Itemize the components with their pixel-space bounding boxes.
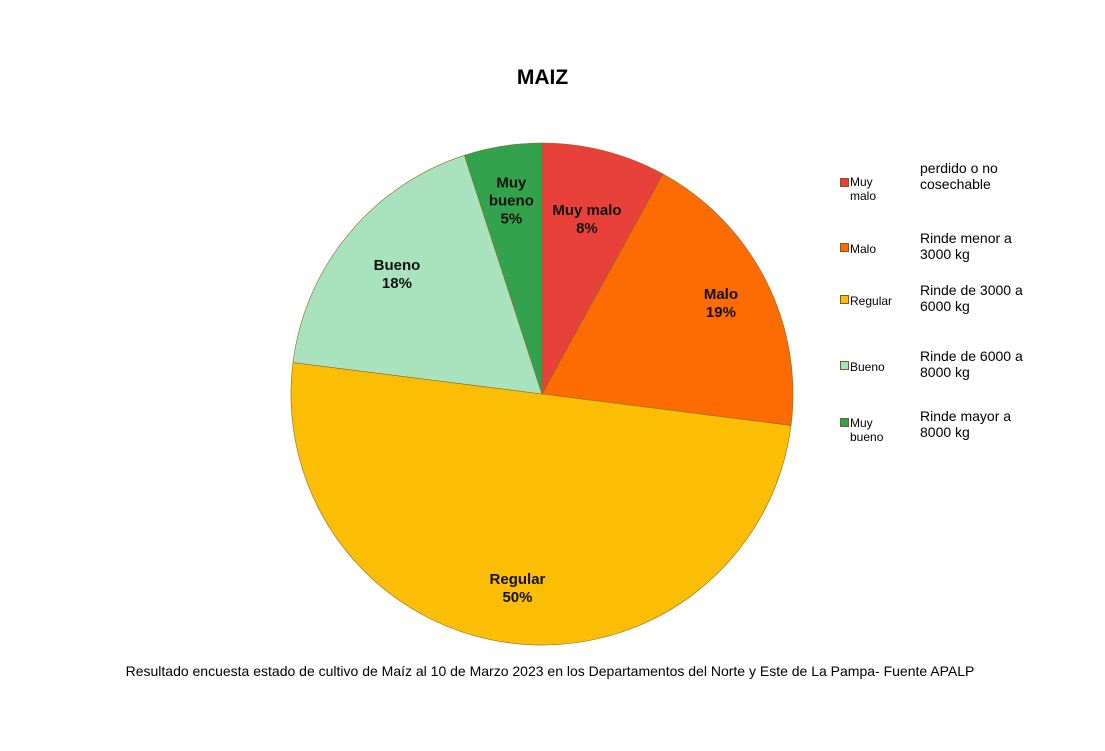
legend-name: Muy bueno xyxy=(850,416,884,444)
legend-description: Rinde mayor a 8000 kg xyxy=(920,408,1012,440)
pie-slice-malo xyxy=(541,173,794,426)
slice-label-regular: Regular 50% xyxy=(490,571,546,606)
legend-description: Rinde menor a 3000 kg xyxy=(920,230,1012,262)
legend-description: perdido o no cosechable xyxy=(920,160,998,192)
footnote: Resultado encuesta estado de cultivo de … xyxy=(125,663,975,679)
pie-slice-bueno xyxy=(292,154,543,395)
pie-slice-muy-bueno xyxy=(464,142,543,395)
pie-slice-muy-malo xyxy=(541,142,664,395)
legend-description: Rinde de 6000 a 8000 kg xyxy=(920,348,1023,380)
legend-swatch xyxy=(840,178,849,187)
legend-name: Malo xyxy=(850,242,877,256)
legend-name: Regular xyxy=(850,294,893,308)
legend-name: Muy malo xyxy=(850,175,877,203)
legend-swatch xyxy=(840,295,849,304)
slice-label-bueno: Bueno 18% xyxy=(374,257,421,292)
chart-title: MAIZ xyxy=(516,66,569,89)
pie-slice-regular xyxy=(290,362,792,646)
legend-description: Rinde de 3000 a 6000 kg xyxy=(920,282,1023,314)
legend-swatch xyxy=(840,418,849,427)
slice-label-muy-bueno: Muy bueno 5% xyxy=(489,175,534,228)
legend-name: Bueno xyxy=(850,360,885,374)
slice-label-muy-malo: Muy malo 8% xyxy=(552,202,621,237)
legend-swatch xyxy=(840,243,849,252)
legend-swatch xyxy=(840,361,849,370)
slice-label-malo: Malo 19% xyxy=(704,286,738,321)
